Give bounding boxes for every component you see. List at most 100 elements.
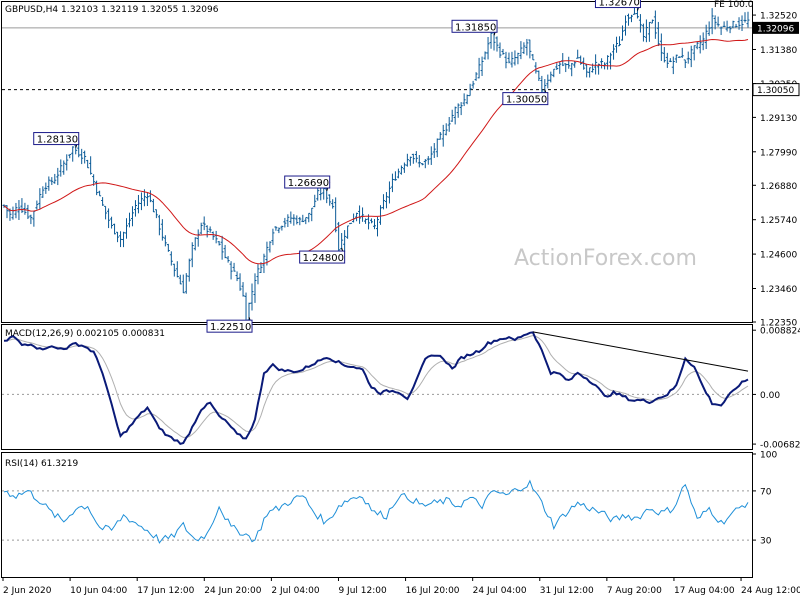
price-callout-label: 1.28130 (37, 135, 78, 146)
price-bar (133, 200, 137, 217)
price-bar (746, 11, 750, 28)
x-tick-label: 10 Jun 04:00 (70, 586, 127, 596)
fe-label: FE 100.0 (714, 0, 754, 10)
price-bar (390, 173, 394, 193)
price-bar (621, 25, 625, 41)
price-bar (148, 190, 152, 203)
price-bar (441, 124, 445, 147)
price-bar (5, 205, 9, 219)
price-bar (668, 58, 672, 63)
price-bar (190, 242, 194, 268)
price-bar (393, 171, 397, 181)
price-bar (343, 230, 347, 252)
x-tick-label: 2 Jul 04:00 (271, 586, 320, 596)
price-bar (65, 154, 69, 171)
price-bar (104, 205, 108, 220)
price-bar (671, 56, 675, 75)
support-price-label: 1.30050 (752, 83, 800, 97)
price-bar (53, 173, 57, 184)
x-tick-label: 31 Jul 12:00 (540, 586, 594, 596)
rsi-y-tick-label: 30 (760, 537, 772, 547)
price-bar (716, 16, 720, 27)
price-bar (731, 20, 735, 29)
x-tick-label: 24 Jul 04:00 (473, 586, 527, 596)
price-bar (50, 177, 54, 186)
price-bar (232, 262, 236, 272)
price-bar (609, 52, 613, 70)
macd-y-tick-label: 0.00 (760, 391, 780, 401)
price-bar (38, 188, 42, 209)
price-bar (612, 44, 616, 60)
price-bar (537, 70, 541, 82)
price-bar (373, 219, 377, 230)
price-bar (280, 225, 284, 231)
price-bar (480, 56, 484, 76)
price-bar (573, 61, 577, 68)
price-bar (125, 218, 129, 239)
price-bar (283, 217, 287, 228)
price-bar (160, 219, 164, 241)
price-bar (193, 237, 197, 251)
macd-main-line (3, 331, 749, 446)
price-bar (444, 123, 448, 136)
price-bar (713, 15, 717, 30)
price-bar (313, 194, 317, 208)
price-bar (411, 153, 415, 164)
price-bar (567, 56, 571, 69)
price-bar (387, 181, 391, 204)
price-bar (408, 156, 412, 166)
price-bar (358, 205, 362, 224)
price-bar (725, 20, 729, 32)
rsi-line (3, 479, 749, 544)
price-bar (594, 54, 598, 75)
price-bar (618, 36, 622, 47)
price-bar (692, 45, 696, 61)
price-bar (417, 154, 421, 168)
price-bar (579, 55, 583, 65)
price-bar (268, 241, 272, 253)
watermark: ActionForex.com (514, 246, 697, 271)
price-bar (438, 131, 442, 140)
price-bar (199, 222, 203, 235)
price-bar (211, 231, 215, 240)
price-bar (256, 264, 260, 285)
price-bar (656, 21, 660, 47)
macd-signal-line (4, 334, 749, 438)
moving-average-line (3, 38, 749, 265)
price-bar (585, 64, 589, 78)
price-bar (101, 197, 105, 206)
price-bar (707, 21, 711, 36)
price-bar (662, 47, 666, 63)
price-bar (196, 229, 200, 247)
price-bar (462, 93, 466, 107)
price-bar (516, 52, 520, 65)
price-bar (531, 53, 535, 61)
price-bar (253, 273, 257, 303)
price-bar (20, 198, 24, 213)
price-bar (136, 194, 140, 214)
price-y-tick-label: 1.26880 (760, 182, 797, 192)
price-y-axis: 1.325201.313801.302501.291301.279901.268… (752, 12, 797, 329)
price-bar (737, 17, 741, 30)
price-bar (381, 194, 385, 210)
price-bar (719, 26, 723, 35)
price-bar (44, 182, 48, 194)
price-bar (184, 273, 188, 294)
price-bar (650, 19, 654, 24)
price-bars (2, 7, 750, 323)
rsi-y-tick-label: 100 (760, 451, 777, 461)
price-bar (122, 231, 126, 248)
x-tick-label: 17 Jun 12:00 (137, 586, 194, 596)
price-panel-frame (1, 1, 753, 323)
price-bar (474, 72, 478, 81)
price-bar (471, 80, 475, 89)
price-bar (399, 165, 403, 175)
price-bar (217, 241, 221, 246)
price-bar (549, 71, 553, 83)
macd-y-axis: 0.008824 0.00 -0.006825 (752, 327, 800, 451)
price-bar (80, 148, 84, 165)
price-bar (698, 35, 702, 54)
price-callout: 1.31850 (451, 19, 498, 36)
price-bar (328, 194, 332, 206)
price-bar (644, 19, 648, 43)
